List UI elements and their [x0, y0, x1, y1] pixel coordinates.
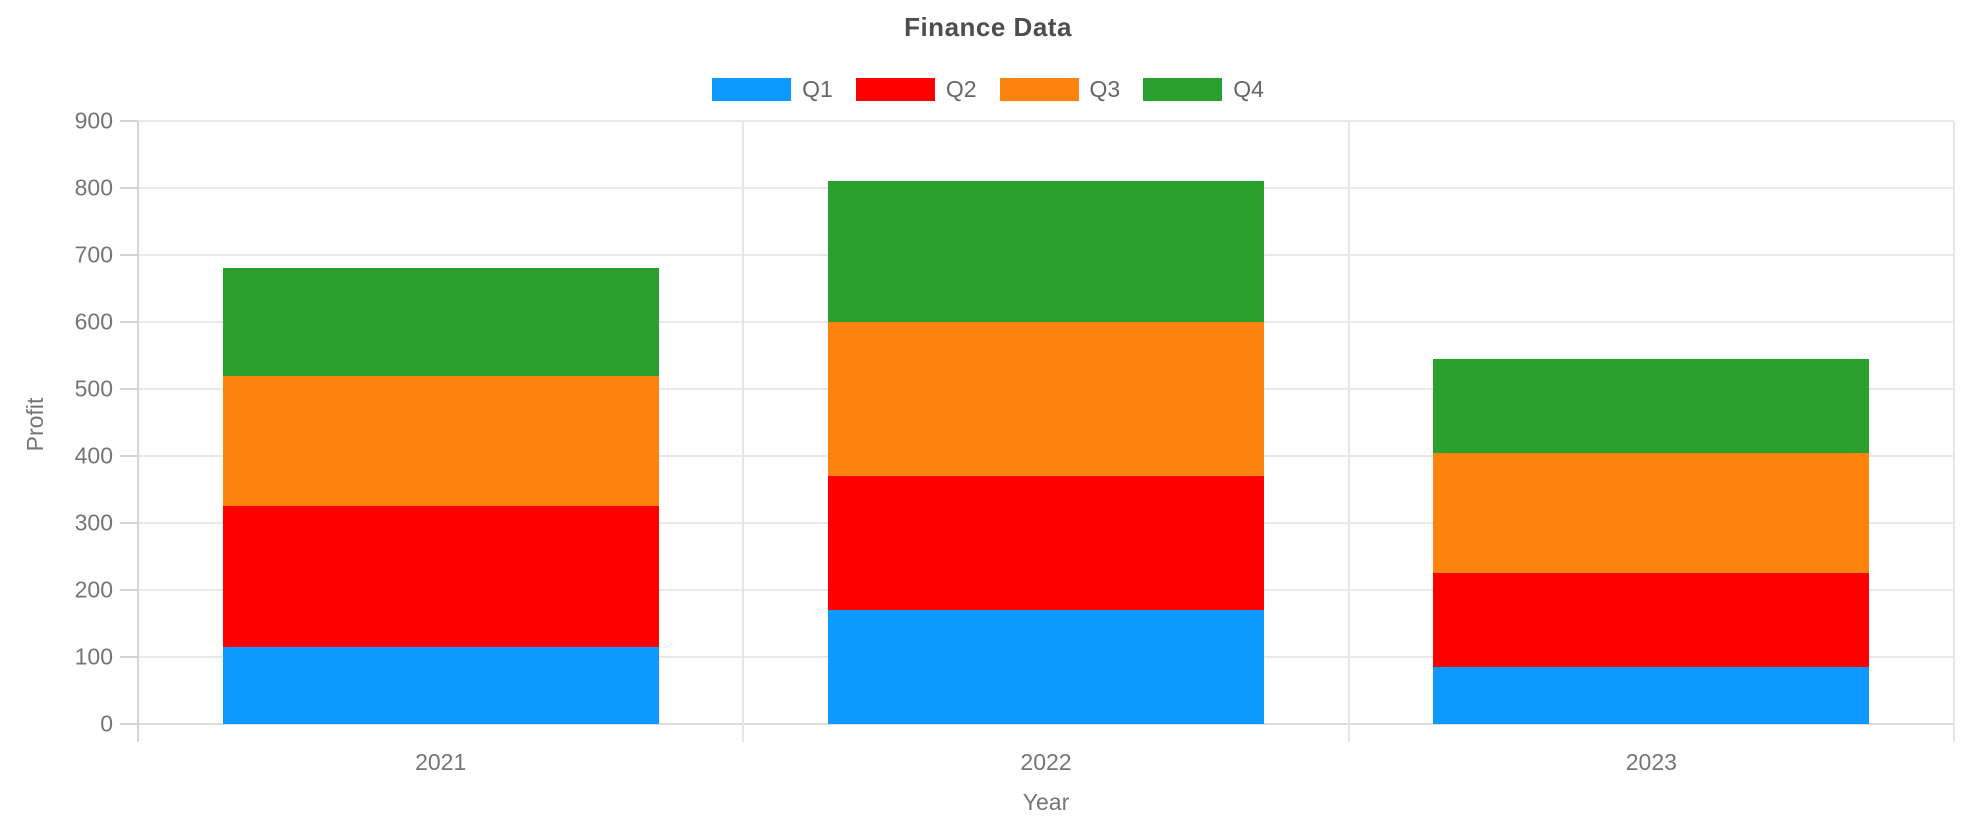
y-tick-label-0: 0	[100, 710, 113, 737]
gridline-900	[138, 120, 1954, 122]
chart-legend: Q1 Q2 Q3 Q4	[0, 76, 1976, 103]
x-axis-title: Year	[1022, 789, 1070, 815]
legend-label-q4: Q4	[1233, 76, 1264, 102]
bar-2021-q2	[222, 506, 659, 647]
bar-2023-q4	[1433, 358, 1870, 453]
category-boundary-line-1	[742, 121, 744, 742]
legend-swatch-q3-icon	[999, 78, 1079, 101]
y-tick-label-700: 700	[74, 241, 113, 268]
category-boundary-line-3	[1953, 121, 1955, 742]
x-tick-label-2022: 2022	[1020, 749, 1072, 775]
y-tick-label-500: 500	[74, 375, 113, 402]
y-tick-label-400: 400	[74, 442, 113, 469]
legend-swatch-q1-icon	[712, 78, 792, 101]
x-tick-label-2023: 2023	[1625, 749, 1677, 775]
y-axis-tick-400	[120, 455, 138, 457]
y-tick-label-200: 200	[74, 576, 113, 603]
y-axis-tick-300	[120, 522, 138, 524]
bar-2023-q2	[1433, 573, 1870, 668]
bar-2023-q1	[1433, 667, 1870, 724]
bar-2021-q1	[222, 646, 659, 724]
y-tick-label-100: 100	[74, 643, 113, 670]
plot-area	[120, 120, 1955, 742]
y-axis-tick-900	[120, 120, 138, 122]
legend-label-q3: Q3	[1089, 76, 1121, 102]
legend-swatch-q2-icon	[855, 78, 935, 101]
legend-swatch-q4-icon	[1143, 78, 1223, 101]
y-axis-tick-800	[120, 187, 138, 189]
category-boundary-line-2	[1348, 121, 1350, 742]
legend-label-q2: Q2	[945, 76, 977, 102]
x-axis-tick-labels: 2021 2022 2023	[138, 749, 1954, 779]
bar-2023-q3	[1433, 452, 1870, 574]
y-axis-tick-700	[120, 254, 138, 256]
y-tick-label-600: 600	[74, 308, 113, 335]
legend-item-q2: Q2	[855, 76, 977, 103]
chart-title: Finance Data	[904, 12, 1072, 42]
y-axis-tick-100	[120, 656, 138, 658]
bar-2022-q1	[828, 610, 1264, 724]
bar-2022-q4	[828, 181, 1264, 322]
x-tick-label-2021: 2021	[415, 749, 467, 775]
legend-item-q4: Q4	[1143, 76, 1264, 103]
legend-label-q1: Q1	[802, 76, 833, 102]
bar-2021-q4	[222, 268, 659, 376]
bar-2021-q3	[222, 375, 659, 507]
gridline-0	[138, 723, 1954, 725]
bar-2022-q2	[828, 476, 1264, 611]
y-tick-label-800: 800	[74, 174, 113, 201]
gridline-600	[138, 321, 1954, 323]
y-tick-label-900: 900	[74, 107, 113, 134]
y-axis-title: Profit	[22, 397, 48, 452]
y-axis-tick-500	[120, 388, 138, 390]
bar-2022-q3	[828, 322, 1264, 477]
y-axis-tick-labels: 0 100 200 300 400 500 600 700 800 900	[0, 108, 113, 737]
y-axis-tick-0	[120, 723, 138, 725]
y-axis-tick-200	[120, 589, 138, 591]
y-axis-line	[137, 121, 139, 742]
legend-item-q3: Q3	[999, 76, 1121, 103]
y-tick-label-300: 300	[74, 509, 113, 536]
legend-item-q1: Q1	[712, 76, 833, 103]
y-axis-tick-600	[120, 321, 138, 323]
